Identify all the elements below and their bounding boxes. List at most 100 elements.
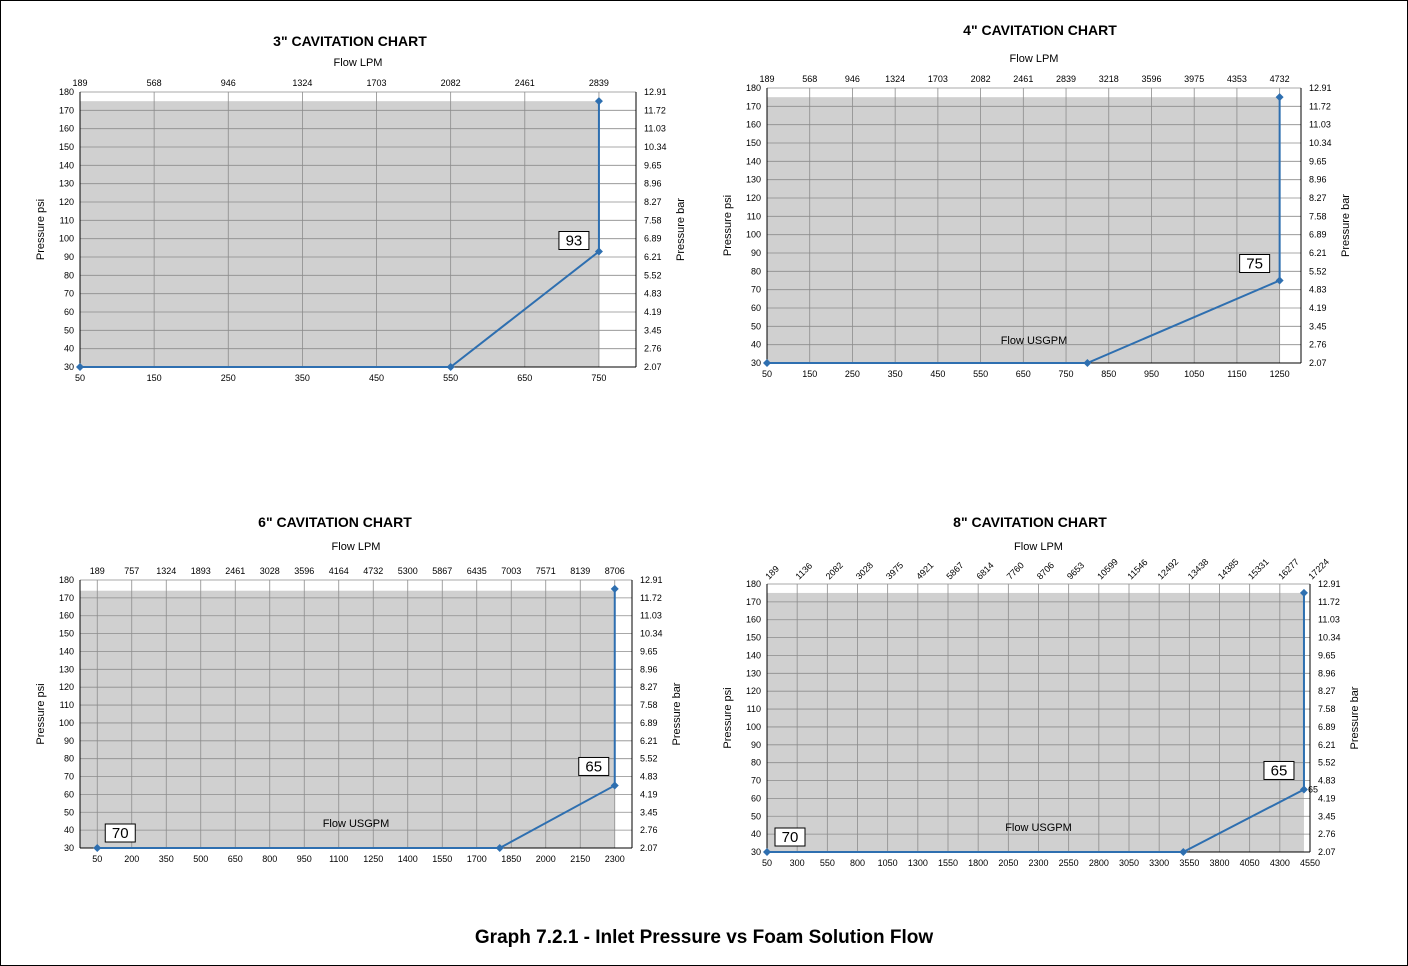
top-tick-label: 11546 xyxy=(1125,557,1149,581)
y-tick-label: 110 xyxy=(747,211,761,221)
data-point xyxy=(763,848,771,856)
chart-plot: 30 2.07 40 2.76 50 3.45 60 4.19 70 4.83 80 5.52 90 6.… xyxy=(722,541,1361,868)
y-tick-label: 160 xyxy=(59,611,74,621)
y-tick-label: 90 xyxy=(64,736,74,746)
y-tick-label: 50 xyxy=(751,321,761,331)
y2-tick-label: 3.45 xyxy=(1309,321,1327,331)
y2-tick-label: 4.19 xyxy=(1309,303,1327,313)
y2-tick-label: 8.27 xyxy=(644,197,662,207)
y2-tick-label: 3.45 xyxy=(1318,811,1336,821)
y2-tick-label: 11.03 xyxy=(640,611,662,621)
y-tick-label: 150 xyxy=(59,142,74,152)
series-line xyxy=(767,97,1281,364)
y2-tick-label: 11.03 xyxy=(644,124,666,134)
top-axis-label: Flow LPM xyxy=(334,57,383,69)
x-tick-label: 3800 xyxy=(1209,858,1229,868)
x-tick-label: 1700 xyxy=(467,854,487,864)
x-tick-label: 3550 xyxy=(1179,858,1199,868)
y2-tick-label: 4.83 xyxy=(1309,285,1327,295)
x-tick-label: 200 xyxy=(124,854,139,864)
x-tick-label: 1300 xyxy=(908,858,928,868)
top-tick-label: 2461 xyxy=(225,566,245,576)
y-tick-label: 80 xyxy=(64,270,74,280)
top-tick-label: 5300 xyxy=(398,566,418,576)
x-tick-label: 650 xyxy=(1016,369,1031,379)
top-tick-label: 12492 xyxy=(1156,557,1181,582)
x-tick-label: 250 xyxy=(845,369,860,379)
y-tick-label: 110 xyxy=(60,215,74,225)
callout-label: 93 xyxy=(566,233,583,250)
x-tick-label: 1150 xyxy=(1227,369,1246,379)
y-tick-label: 170 xyxy=(746,101,761,111)
y2-tick-label: 11.72 xyxy=(640,593,662,603)
top-tick-label: 3975 xyxy=(884,560,905,581)
top-tick-label: 1703 xyxy=(928,74,948,84)
top-tick-label: 10599 xyxy=(1095,557,1120,582)
x-axis-label: Flow USGPM xyxy=(1005,822,1072,834)
y-tick-label: 140 xyxy=(59,646,74,656)
y-tick-label: 150 xyxy=(746,138,761,148)
y2-tick-label: 5.52 xyxy=(644,270,662,280)
x-tick-label: 2300 xyxy=(1028,858,1048,868)
y-axis-label: Pressure psi xyxy=(722,687,734,748)
y-tick-label: 70 xyxy=(751,776,761,786)
chart-title: 3" CAVITATION CHART xyxy=(273,33,427,49)
y2-tick-label: 11.03 xyxy=(1318,615,1340,625)
x-tick-label: 150 xyxy=(802,369,817,379)
x-tick-label: 350 xyxy=(159,854,174,864)
y2-tick-label: 10.34 xyxy=(1318,633,1341,643)
data-point xyxy=(76,363,84,371)
top-tick-label: 1136 xyxy=(794,561,815,582)
top-tick-label: 2461 xyxy=(1013,74,1033,84)
top-tick-label: 4921 xyxy=(914,560,935,581)
top-tick-label: 16277 xyxy=(1276,557,1301,582)
chart-plot: 30 2.07 40 2.76 50 3.45 60 4.19 70 4.83 80 5.52 90 6.… xyxy=(722,53,1352,379)
top-tick-label: 1324 xyxy=(292,78,312,88)
callout-label: 65 xyxy=(1271,762,1288,779)
y2-tick-label: 2.07 xyxy=(1318,847,1336,857)
x-tick-label: 800 xyxy=(850,858,865,868)
y2-tick-label: 7.58 xyxy=(1318,704,1336,714)
y-tick-label: 160 xyxy=(59,124,74,134)
y-tick-label: 110 xyxy=(747,704,761,714)
callout-box xyxy=(558,231,590,250)
series-line xyxy=(767,592,1305,853)
y2-tick-label: 7.58 xyxy=(640,700,658,710)
top-tick-label: 2461 xyxy=(515,78,535,88)
x-tick-label: 350 xyxy=(888,369,903,379)
x-tick-label: 1800 xyxy=(968,858,988,868)
y-tick-label: 140 xyxy=(59,160,74,170)
y2-tick-label: 4.83 xyxy=(644,289,662,299)
y-tick-label: 80 xyxy=(751,266,761,276)
y2-axis-label: Pressure bar xyxy=(1349,686,1361,749)
y2-tick-label: 8.96 xyxy=(1309,175,1327,185)
y-tick-label: 90 xyxy=(751,740,761,750)
y2-tick-label: 3.45 xyxy=(644,325,662,335)
top-tick-label: 4353 xyxy=(1227,74,1247,84)
y-tick-label: 50 xyxy=(64,325,74,335)
y-tick-label: 140 xyxy=(746,156,761,166)
y-tick-label: 140 xyxy=(746,650,761,660)
y-axis-label: Pressure psi xyxy=(35,683,47,744)
x-tick-label: 350 xyxy=(295,373,310,383)
x-tick-label: 2000 xyxy=(536,854,556,864)
top-tick-label: 9653 xyxy=(1065,560,1086,581)
y2-tick-label: 8.27 xyxy=(1318,686,1336,696)
y-tick-label: 50 xyxy=(751,811,761,821)
top-tick-label: 7003 xyxy=(501,566,521,576)
top-tick-label: 7760 xyxy=(1005,560,1026,581)
x-axis-label: Flow USGPM xyxy=(323,818,390,830)
y-tick-label: 130 xyxy=(746,175,761,185)
y2-tick-label: 4.19 xyxy=(1318,793,1336,803)
series-line xyxy=(80,101,600,368)
y2-tick-label: 4.19 xyxy=(640,789,658,799)
data-point xyxy=(594,247,603,256)
callout-box xyxy=(1263,760,1295,780)
top-tick-label: 5867 xyxy=(432,566,452,576)
y-tick-label: 120 xyxy=(59,682,74,692)
y2-tick-label: 10.34 xyxy=(644,142,667,152)
x-tick-label: 50 xyxy=(762,858,772,868)
top-tick-label: 2082 xyxy=(441,78,461,88)
data-point xyxy=(1299,588,1308,597)
top-tick-label: 189 xyxy=(759,74,774,84)
